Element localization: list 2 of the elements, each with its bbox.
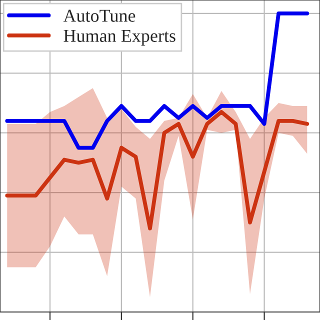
legend-label: Human Experts	[64, 30, 176, 46]
legend-label: AutoTune	[63, 10, 136, 22]
